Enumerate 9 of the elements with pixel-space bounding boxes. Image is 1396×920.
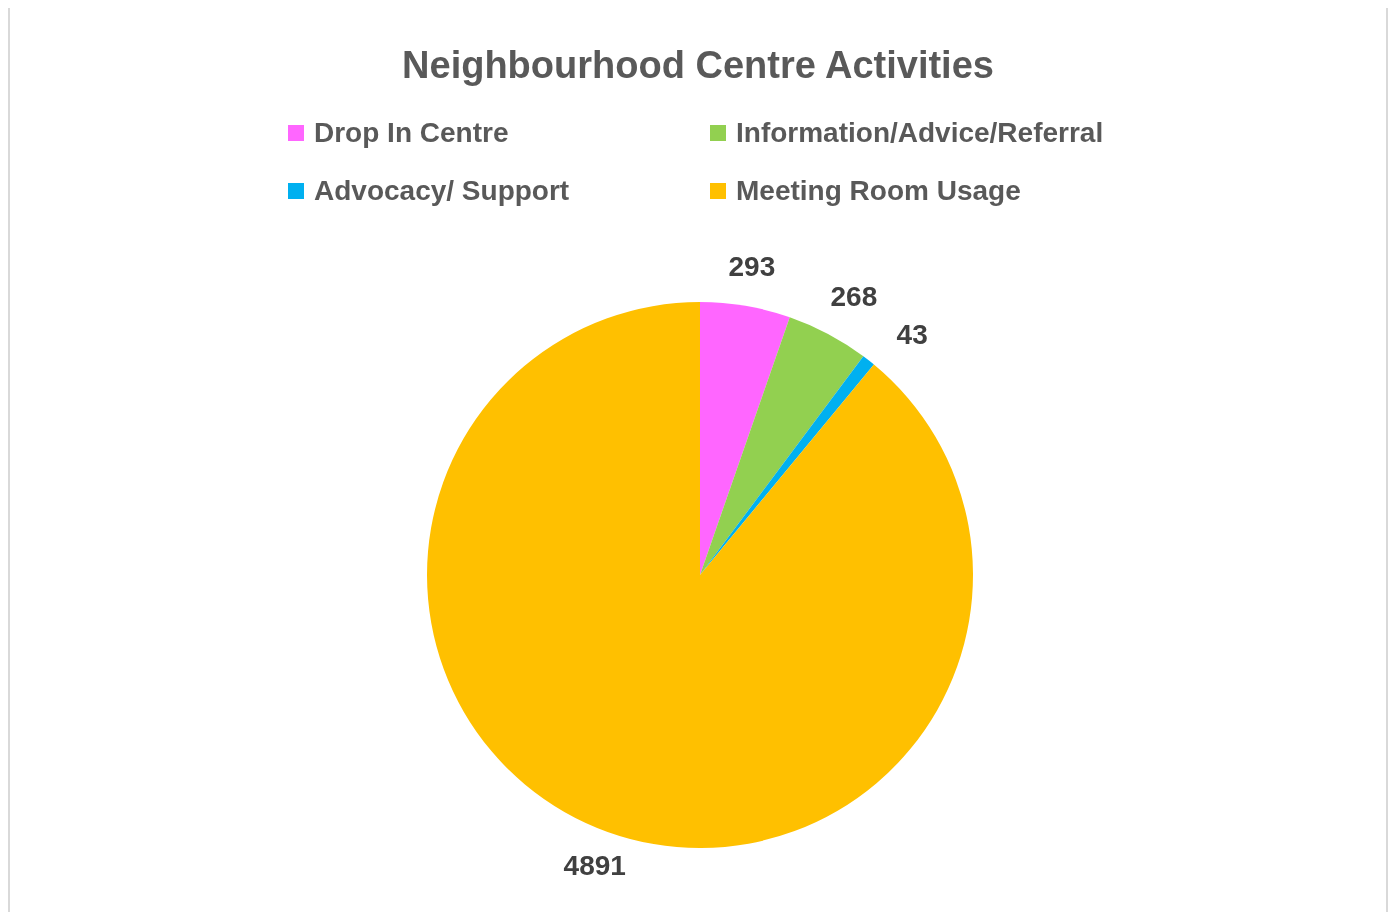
- chart-title: Neighbourhood Centre Activities: [401, 43, 995, 88]
- legend-label: Advocacy/ Support: [314, 175, 570, 207]
- legend-label: Meeting Room Usage: [736, 175, 1021, 207]
- data-label: 268: [830, 281, 878, 313]
- data-label: 4891: [563, 850, 626, 882]
- legend-label: Information/Advice/Referral: [736, 117, 1104, 149]
- legend-label: Drop In Centre: [314, 117, 509, 149]
- data-label: 293: [728, 251, 776, 283]
- data-label: 43: [896, 319, 928, 351]
